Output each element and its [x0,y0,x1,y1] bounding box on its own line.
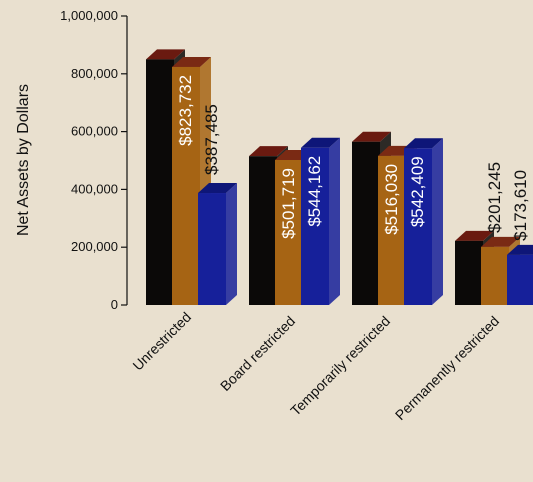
bar [301,147,329,305]
value-label: $501,719 [279,168,298,239]
bar-top [481,236,520,247]
bar [404,148,432,305]
bar [172,66,200,305]
y-tick-label: 800,000 [71,66,118,81]
bar-side [432,138,443,305]
bar-top [352,131,391,142]
y-tick-label: 400,000 [71,181,118,196]
y-tick-label: 1,000,000 [60,8,118,23]
bar-side [329,137,340,305]
bar-top [146,49,185,60]
bar-top [455,230,494,241]
category-label: Board restricted [217,313,298,394]
bar-top [301,137,340,148]
bar-top [404,138,443,149]
bar [352,141,380,305]
bar [455,240,483,305]
value-label: $173,610 [511,170,530,241]
bar [507,254,533,305]
category-label: Permanently restricted [392,313,502,423]
value-label: $542,409 [408,156,427,227]
bar-top [198,183,237,194]
bar [146,59,174,305]
y-tick-label: 0 [111,297,118,312]
bar [249,156,277,305]
bar [378,155,406,305]
value-label: $516,030 [382,164,401,235]
y-tick-label: 600,000 [71,124,118,139]
value-label: $544,162 [305,156,324,227]
bar-top [507,244,533,255]
value-label: $387,485 [202,104,221,175]
bar [198,193,226,305]
category-label: Unrestricted [129,309,194,374]
bar-top [172,56,211,67]
value-label: $823,732 [176,75,195,146]
bar [481,246,509,305]
bar-side [226,183,237,305]
y-tick-label: 200,000 [71,239,118,254]
bar-top [249,146,288,157]
category-label: Temporarily restricted [287,313,393,419]
y-axis-title: Net Assets by Dollars [15,84,32,236]
bar [275,160,303,305]
value-label: $201,245 [485,162,504,233]
